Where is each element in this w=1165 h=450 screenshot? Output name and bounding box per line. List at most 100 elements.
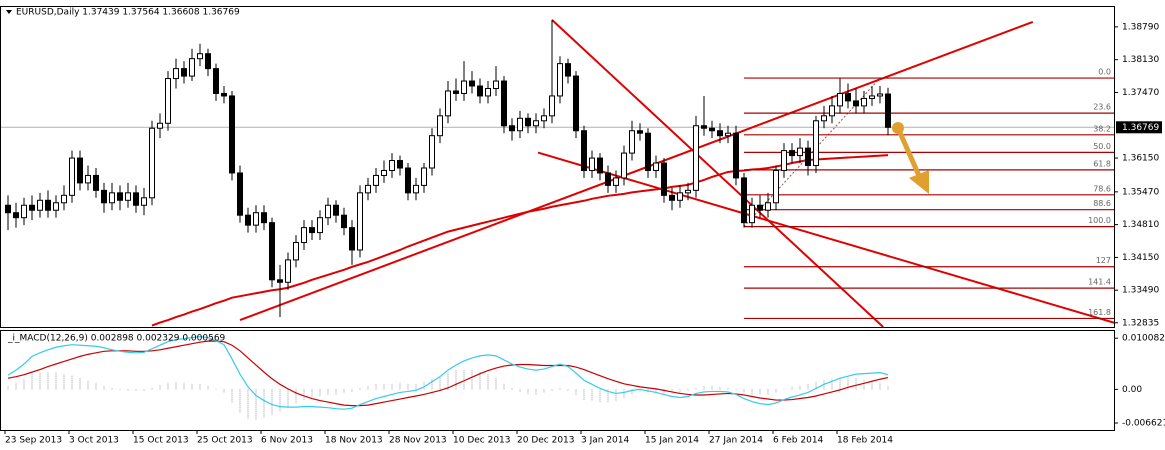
candle-body bbox=[525, 117, 531, 127]
menu-triangle[interactable] bbox=[6, 10, 12, 14]
candle-body bbox=[549, 95, 555, 117]
y-tick-label: 0.00 bbox=[1122, 385, 1142, 395]
y-tick-label: 0.010082 bbox=[1122, 334, 1165, 344]
candle-body bbox=[213, 68, 219, 94]
macd-signal-line bbox=[7, 340, 889, 407]
candle-body bbox=[685, 189, 691, 194]
candle-body bbox=[389, 160, 395, 171]
axes: 1.38790 1.38130 1.37470 1.36150 1.35470 1.348… bbox=[4, 22, 1165, 446]
candle-body bbox=[821, 115, 827, 122]
candle-body bbox=[141, 197, 147, 206]
candle-body bbox=[205, 53, 211, 70]
y-tick-label: -0.006621 bbox=[1122, 418, 1165, 428]
candle-body bbox=[245, 214, 251, 226]
x-tick-label: 3 Oct 2013 bbox=[69, 436, 119, 446]
y-tick-label: 1.33490 bbox=[1122, 286, 1159, 296]
candle-body bbox=[485, 87, 491, 97]
fib-level-label: 141.4 bbox=[1088, 278, 1111, 287]
candle-body bbox=[469, 80, 475, 87]
candle-body bbox=[629, 130, 635, 154]
candle-body bbox=[29, 204, 35, 211]
candle-body bbox=[93, 174, 99, 191]
x-tick-label: 28 Nov 2013 bbox=[389, 436, 447, 446]
y-tick-label: 1.34810 bbox=[1122, 220, 1159, 230]
candle-body bbox=[117, 192, 123, 201]
candle-body bbox=[253, 212, 259, 226]
candle-body bbox=[557, 63, 563, 97]
candle-body bbox=[645, 132, 651, 171]
candle-body bbox=[157, 122, 163, 129]
candle-body bbox=[149, 127, 155, 199]
fib-level-label: 50.0 bbox=[1093, 142, 1111, 151]
candle-body bbox=[61, 194, 67, 204]
candle-body bbox=[5, 204, 11, 214]
candle-body bbox=[349, 227, 355, 251]
y-tick-label: 1.35470 bbox=[1122, 187, 1159, 197]
candle-body bbox=[501, 80, 507, 127]
candle-body bbox=[317, 217, 323, 234]
candle-body bbox=[445, 90, 451, 117]
candle-body bbox=[493, 80, 499, 89]
candle-body bbox=[781, 150, 787, 171]
candle-body bbox=[693, 125, 699, 191]
candle-body bbox=[613, 177, 619, 186]
y-tick-label: 1.37470 bbox=[1122, 88, 1159, 98]
candle-body bbox=[829, 105, 835, 117]
fib-level-label: 100.0 bbox=[1088, 216, 1111, 225]
candle-body bbox=[885, 93, 891, 128]
candle-body bbox=[341, 214, 347, 229]
candle-body bbox=[197, 53, 203, 60]
candle-body bbox=[277, 279, 283, 283]
candle-body bbox=[853, 100, 859, 107]
candle-body bbox=[869, 95, 875, 99]
candle-body bbox=[133, 192, 139, 206]
trendline bbox=[537, 151, 1114, 324]
candle-body bbox=[237, 172, 243, 216]
candle-body bbox=[749, 204, 755, 224]
x-tick-label: 18 Nov 2013 bbox=[325, 436, 383, 446]
candle-body bbox=[421, 167, 427, 186]
fib-level-label: 23.6 bbox=[1093, 103, 1111, 112]
fib-level-label: 78.6 bbox=[1093, 184, 1111, 193]
y-tick-label: 1.34150 bbox=[1122, 253, 1159, 263]
macd-title: _i_MACD(12,26,9) 0.002898 0.002329 0.000… bbox=[7, 334, 226, 344]
candle-body bbox=[85, 174, 91, 184]
candle-body bbox=[21, 204, 27, 219]
x-tick-label: 6 Nov 2013 bbox=[261, 436, 313, 446]
candle-body bbox=[37, 199, 43, 211]
candle-body bbox=[429, 135, 435, 169]
fib-level-label: 127 bbox=[1096, 256, 1111, 265]
y-tick-label: 1.36150 bbox=[1122, 154, 1159, 164]
candle-body bbox=[437, 115, 443, 137]
fib-level-label: 0.0 bbox=[1098, 68, 1111, 77]
candle-body bbox=[669, 194, 675, 201]
candle-body bbox=[621, 152, 627, 179]
candle-body bbox=[637, 130, 643, 134]
y-tick-label: 1.38130 bbox=[1122, 55, 1159, 65]
current-price-label: 1.36769 bbox=[1122, 123, 1159, 133]
candle-body bbox=[741, 177, 747, 224]
fib-level-label: 61.8 bbox=[1093, 159, 1111, 168]
candle-body bbox=[69, 157, 75, 196]
candle-body bbox=[309, 227, 315, 234]
candle-body bbox=[597, 157, 603, 174]
x-tick-label: 15 Oct 2013 bbox=[133, 436, 189, 446]
candle-body bbox=[365, 184, 371, 194]
candle-body bbox=[757, 204, 763, 211]
y-tick-label: 1.32835 bbox=[1122, 318, 1159, 328]
macd-main-line bbox=[7, 335, 889, 410]
candle-body bbox=[565, 63, 571, 77]
arrow-shaft bbox=[895, 126, 923, 180]
candle-body bbox=[325, 204, 331, 219]
candle-body bbox=[261, 212, 267, 224]
y-tick-label: 1.38790 bbox=[1122, 22, 1159, 32]
candle-body bbox=[677, 192, 683, 201]
candle-body bbox=[701, 125, 707, 129]
macd-plot bbox=[7, 335, 889, 420]
candle-body bbox=[813, 120, 819, 167]
candle-body bbox=[189, 58, 195, 77]
candle-body bbox=[533, 120, 539, 127]
candle-body bbox=[173, 68, 179, 80]
